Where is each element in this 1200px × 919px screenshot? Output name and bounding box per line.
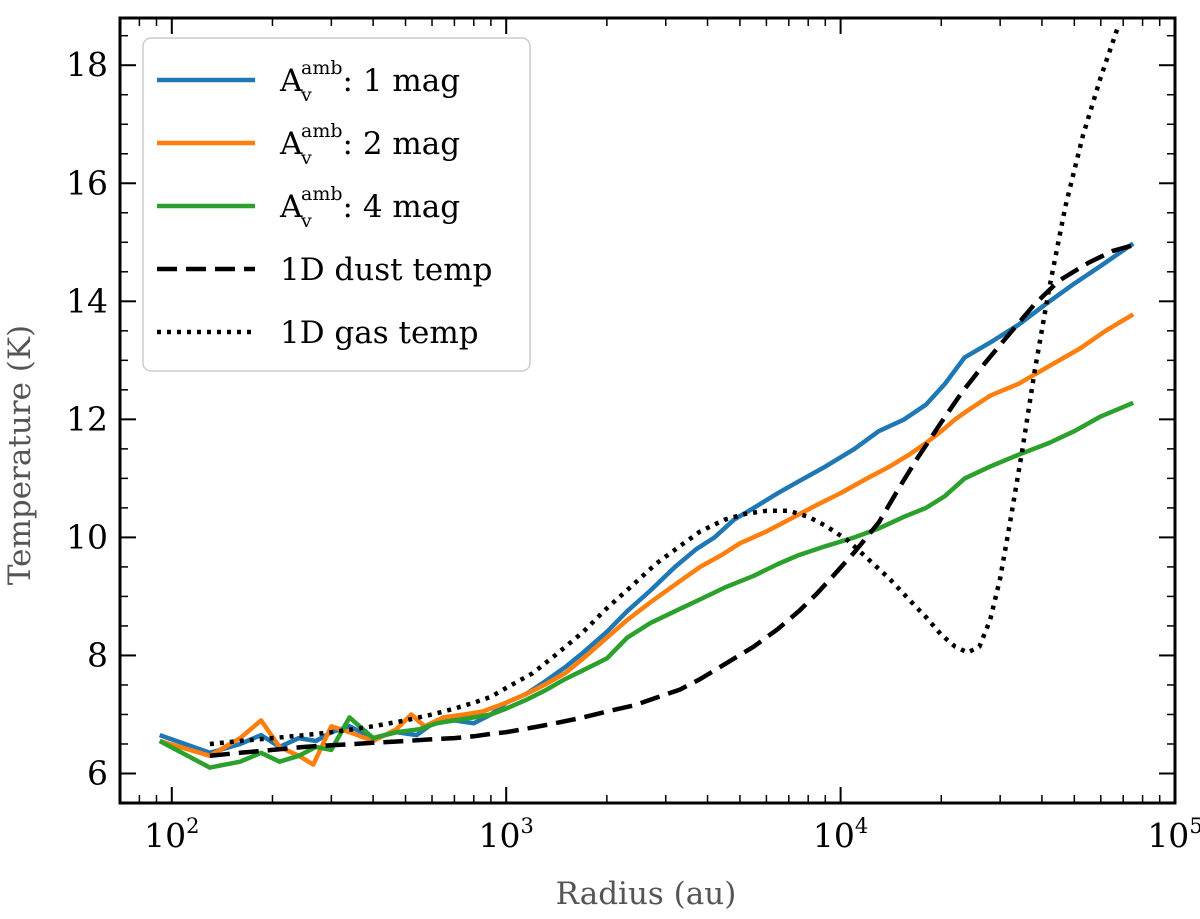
series-line-2 — [159, 312, 1135, 767]
plot-frame — [118, 16, 1177, 805]
x-tick-label-3: 104 — [813, 814, 868, 855]
legend-label-4: 1D dust temp — [280, 252, 493, 288]
legend-box — [142, 37, 531, 372]
y-tick-label-4: 12 — [66, 399, 108, 438]
y-tick-label-5: 14 — [66, 281, 108, 320]
y-tick-label-6: 16 — [66, 163, 108, 202]
series-line-1 — [158, 241, 1135, 756]
x-axis-title: Radius (au) — [556, 876, 737, 912]
y-tick-label-7: 18 — [66, 45, 108, 84]
legend-label-2: Avamb: 2 mag — [279, 120, 460, 169]
series-line-4 — [209, 243, 1134, 759]
legend-label-3: Avamb: 4 mag — [279, 183, 460, 232]
series-line-5 — [209, 23, 1122, 747]
y-tick-label-1: 6 — [87, 753, 108, 792]
legend-label-5: 1D gas temp — [280, 315, 479, 351]
series-line-3 — [158, 400, 1135, 770]
y-tick-label-3: 10 — [66, 517, 108, 556]
y-axis-title: Temperature (K) — [2, 325, 38, 585]
plot-lines — [158, 23, 1135, 770]
legend: Avamb: 1 mag Avamb: 2 mag Avamb: 4 mag 1D d… — [142, 37, 531, 372]
axes: 102 103 104 105 6 8 10 12 14 16 18 — [66, 16, 1200, 855]
y-tick-label-2: 8 — [87, 635, 108, 674]
x-tick-label-1: 102 — [144, 814, 199, 855]
legend-label-1: Avamb: 1 mag — [279, 57, 460, 106]
x-tick-label-2: 103 — [479, 814, 534, 855]
x-tick-label-4: 105 — [1147, 814, 1200, 855]
